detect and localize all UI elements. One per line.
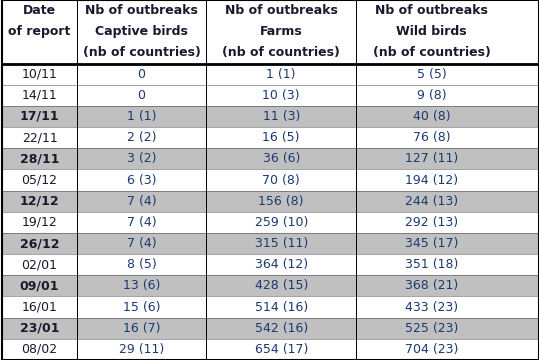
- Text: 16 (7): 16 (7): [123, 322, 160, 335]
- Bar: [2, 106, 539, 127]
- Text: Farms: Farms: [260, 25, 302, 38]
- Text: 0: 0: [137, 68, 146, 81]
- Bar: [2, 254, 539, 275]
- Text: 244 (13): 244 (13): [405, 195, 458, 208]
- Text: 22/11: 22/11: [22, 131, 58, 144]
- Text: 6 (3): 6 (3): [127, 174, 156, 186]
- Text: 70 (8): 70 (8): [262, 174, 300, 186]
- Text: 368 (21): 368 (21): [405, 279, 458, 292]
- Text: 5 (5): 5 (5): [417, 68, 446, 81]
- Bar: [2, 233, 539, 254]
- Text: 428 (15): 428 (15): [254, 279, 308, 292]
- Text: 364 (12): 364 (12): [254, 258, 308, 271]
- Text: 15 (6): 15 (6): [123, 301, 160, 314]
- Text: of report: of report: [8, 25, 71, 38]
- Text: 14/11: 14/11: [22, 89, 58, 102]
- Text: 16 (5): 16 (5): [262, 131, 300, 144]
- Text: 7 (4): 7 (4): [127, 216, 156, 229]
- Text: 11 (3): 11 (3): [262, 110, 300, 123]
- Text: Date: Date: [23, 4, 56, 17]
- Text: 8 (5): 8 (5): [127, 258, 156, 271]
- Text: 542 (16): 542 (16): [254, 322, 308, 335]
- Text: 514 (16): 514 (16): [254, 301, 308, 314]
- Text: 1 (1): 1 (1): [266, 68, 296, 81]
- Text: Wild birds: Wild birds: [396, 25, 467, 38]
- Bar: [2, 339, 539, 360]
- Text: 08/02: 08/02: [22, 343, 58, 356]
- Text: 76 (8): 76 (8): [413, 131, 451, 144]
- Text: (nb of countries): (nb of countries): [222, 46, 340, 59]
- Text: 10/11: 10/11: [22, 68, 58, 81]
- Text: 26/12: 26/12: [20, 237, 59, 250]
- Text: 36 (6): 36 (6): [262, 152, 300, 165]
- Text: 28/11: 28/11: [20, 152, 59, 165]
- Text: 9 (8): 9 (8): [417, 89, 446, 102]
- Text: 23/01: 23/01: [20, 322, 59, 335]
- Text: 194 (12): 194 (12): [405, 174, 458, 186]
- Text: 0: 0: [137, 89, 146, 102]
- Bar: [2, 212, 539, 233]
- Text: 351 (18): 351 (18): [405, 258, 458, 271]
- Text: 29 (11): 29 (11): [119, 343, 164, 356]
- Bar: [2, 170, 539, 190]
- Text: 654 (17): 654 (17): [254, 343, 308, 356]
- Text: 3 (2): 3 (2): [127, 152, 156, 165]
- Text: Nb of outbreaks: Nb of outbreaks: [85, 4, 198, 17]
- Text: 7 (4): 7 (4): [127, 237, 156, 250]
- Text: 17/11: 17/11: [20, 110, 59, 123]
- Text: 40 (8): 40 (8): [413, 110, 451, 123]
- Bar: [2, 275, 539, 297]
- Bar: [2, 63, 539, 85]
- Text: (nb of countries): (nb of countries): [372, 46, 490, 59]
- Text: 292 (13): 292 (13): [405, 216, 458, 229]
- Text: 05/12: 05/12: [22, 174, 58, 186]
- Text: 259 (10): 259 (10): [254, 216, 308, 229]
- Bar: [2, 127, 539, 148]
- Text: Nb of outbreaks: Nb of outbreaks: [375, 4, 488, 17]
- Text: 704 (23): 704 (23): [405, 343, 458, 356]
- Text: 433 (23): 433 (23): [405, 301, 458, 314]
- Text: 2 (2): 2 (2): [127, 131, 156, 144]
- Text: 7 (4): 7 (4): [127, 195, 156, 208]
- Text: (nb of countries): (nb of countries): [82, 46, 201, 59]
- Text: 10 (3): 10 (3): [262, 89, 300, 102]
- Text: 525 (23): 525 (23): [405, 322, 458, 335]
- Text: 345 (17): 345 (17): [405, 237, 458, 250]
- Text: Nb of outbreaks: Nb of outbreaks: [225, 4, 337, 17]
- Text: 16/01: 16/01: [22, 301, 58, 314]
- Text: 13 (6): 13 (6): [123, 279, 160, 292]
- Text: 19/12: 19/12: [22, 216, 58, 229]
- Bar: [2, 0, 539, 63]
- Bar: [2, 190, 539, 212]
- Text: 02/01: 02/01: [22, 258, 58, 271]
- Bar: [2, 148, 539, 170]
- Bar: [2, 297, 539, 318]
- Text: 127 (11): 127 (11): [405, 152, 458, 165]
- Text: Captive birds: Captive birds: [95, 25, 188, 38]
- Text: 315 (11): 315 (11): [254, 237, 308, 250]
- Bar: [2, 318, 539, 339]
- Text: 1 (1): 1 (1): [127, 110, 156, 123]
- Bar: [2, 85, 539, 106]
- Text: 156 (8): 156 (8): [259, 195, 304, 208]
- Text: 12/12: 12/12: [20, 195, 59, 208]
- Text: 09/01: 09/01: [20, 279, 59, 292]
